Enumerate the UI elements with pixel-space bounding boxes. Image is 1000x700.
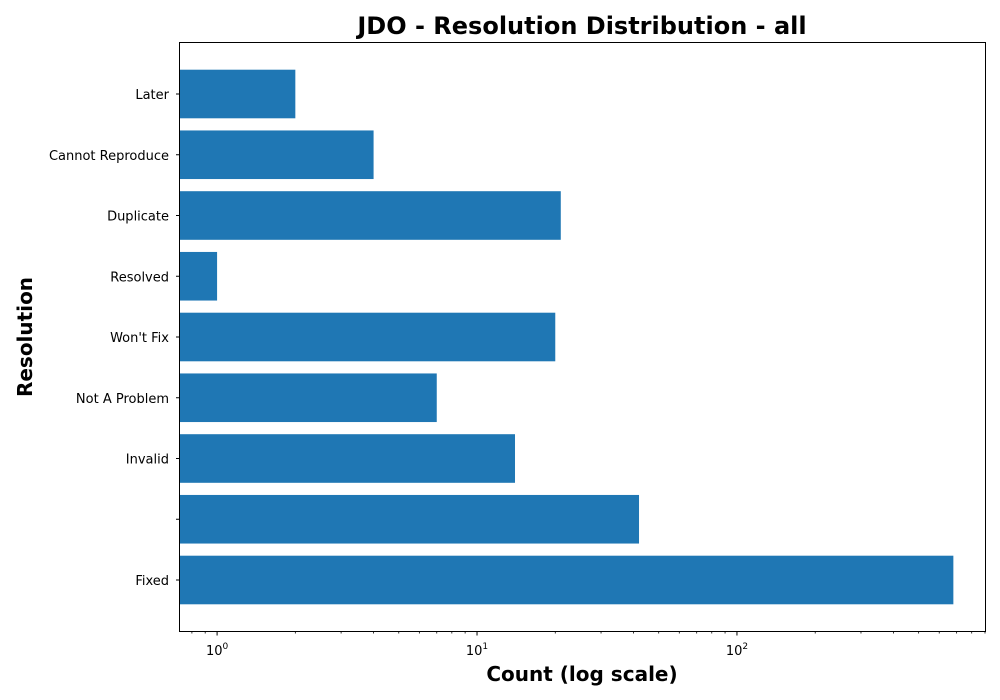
y-tick-label: Duplicate (107, 210, 169, 225)
bar-won-t-fix (180, 312, 556, 362)
x-axis-label: Count (log scale) (486, 662, 677, 686)
plot-frame (179, 42, 986, 632)
x-tick-label: 102 (726, 642, 748, 659)
bar-group (180, 69, 954, 605)
x-axis-ticks: 100 101 102 (191, 631, 986, 659)
y-axis-label: Resolution (13, 277, 37, 397)
y-tick-label: Won't Fix (110, 331, 169, 346)
y-axis-ticks: Later Cannot Reproduce Duplicate Resolved Wo… (49, 88, 180, 589)
y-tick-label: Fixed (135, 574, 169, 589)
y-tick-label: Resolved (110, 270, 169, 285)
x-tick-label: 101 (466, 642, 488, 659)
bar-duplicate (180, 191, 561, 240)
y-tick-label: Cannot Reproduce (49, 149, 169, 164)
chart-title: JDO - Resolution Distribution - all (355, 12, 806, 40)
bar-fixed (180, 555, 954, 605)
bar-resolved (180, 251, 218, 301)
y-tick-label: Later (135, 88, 169, 103)
bar-invalid (180, 434, 516, 483)
y-tick-label: Invalid (126, 453, 169, 468)
y-tick-label: Not A Problem (76, 392, 169, 407)
bar-later (180, 69, 296, 119)
bar-cannot-reproduce (180, 130, 374, 180)
x-tick-label: 100 (206, 642, 229, 659)
bar-not-a-problem (180, 373, 437, 423)
bar-unlabeled (180, 494, 640, 544)
